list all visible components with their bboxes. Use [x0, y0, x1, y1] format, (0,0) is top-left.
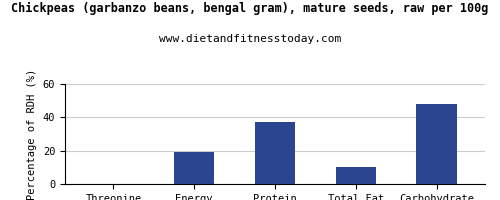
Bar [416, 104, 457, 184]
Text: www.dietandfitnesstoday.com: www.dietandfitnesstoday.com [159, 34, 341, 44]
Bar [255, 122, 295, 184]
Y-axis label: Percentage of RDH (%): Percentage of RDH (%) [27, 68, 37, 200]
Bar [174, 152, 214, 184]
Text: Chickpeas (garbanzo beans, bengal gram), mature seeds, raw per 100g: Chickpeas (garbanzo beans, bengal gram),… [12, 2, 488, 15]
Bar [336, 167, 376, 184]
